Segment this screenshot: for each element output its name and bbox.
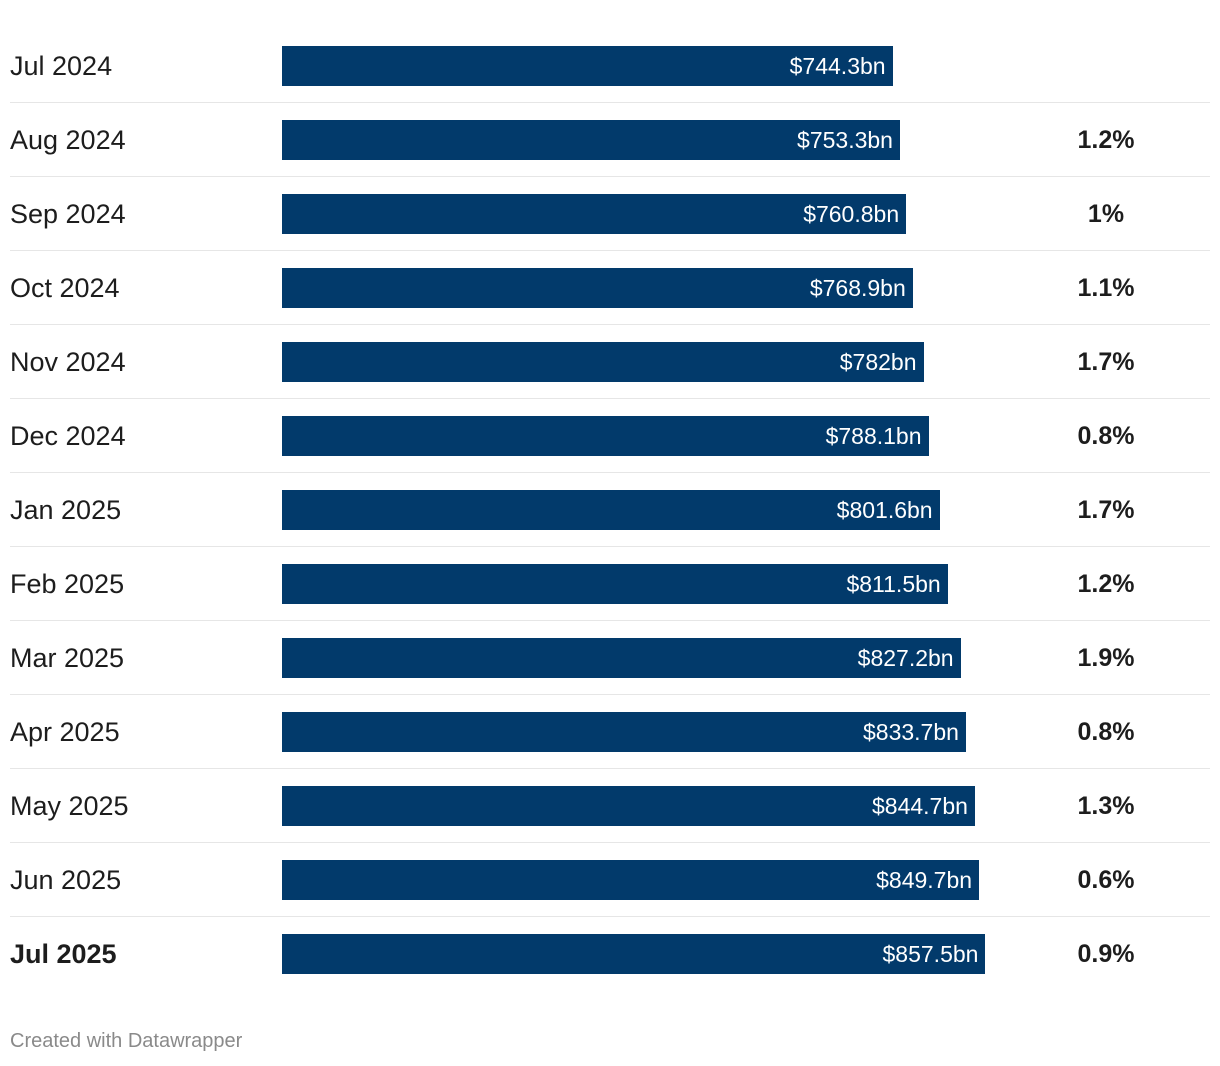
month-label: Jan 2025 [10,495,122,525]
bar-value-label: $833.7bn [862,719,959,745]
table-row: Mar 2025 $827.2bn 1.9% [10,621,1210,695]
table-row: Nov 2024 $782bn 1.7% [10,325,1210,399]
change-label: 1.7% [1077,496,1135,524]
month-label: Aug 2024 [10,125,126,155]
bar-value-label: $768.9bn [809,275,906,301]
table-row: Oct 2024 $768.9bn 1.1% [10,251,1210,325]
month-label: Feb 2025 [10,569,125,599]
bar-value-label: $744.3bn [789,53,886,79]
value-bar: $811.5bn [282,564,948,604]
change-label: 0.9% [1077,940,1135,968]
change-label: 1.7% [1077,348,1135,376]
datawrapper-credit: Created with Datawrapper [10,1030,243,1052]
month-label: Apr 2025 [10,717,120,747]
month-label: Nov 2024 [10,347,126,377]
bar-value-label: $801.6bn [836,497,933,523]
value-bar: $801.6bn [282,490,940,530]
value-bar: $844.7bn [282,786,975,826]
bar-value-label: $844.7bn [872,793,968,819]
value-bar: $782bn [282,342,924,382]
change-label: 1% [1087,200,1125,228]
bar-value-label: $857.5bn [882,941,979,967]
bar-value-label: $753.3bn [797,127,893,153]
change-label: 1.3% [1077,792,1135,820]
change-label: 1.2% [1077,570,1135,598]
bar-value-label: $782bn [839,349,917,375]
table-row: Jan 2025 $801.6bn 1.7% [10,473,1210,547]
month-label: Sep 2024 [10,199,126,229]
value-bar: $833.7bn [282,712,966,752]
table-row: Jul 2025 $857.5bn 0.9% [10,917,1210,991]
month-label: Mar 2025 [10,643,125,673]
table-row: May 2025 $844.7bn 1.3% [10,769,1210,843]
value-bar: $827.2bn [282,638,961,678]
value-bar: $768.9bn [282,268,913,308]
table-row: Aug 2024 $753.3bn 1.2% [10,103,1210,177]
month-label: Jul 2025 [10,939,117,969]
bar-table: Jul 2024 $744.3bn Aug 2024 $753.3bn 1.2% Sep … [10,29,1210,991]
month-label: May 2025 [10,791,129,821]
month-label: Dec 2024 [10,421,126,451]
change-label: 1.2% [1077,126,1135,154]
month-label: Jun 2025 [10,865,122,895]
change-label: 1.9% [1077,644,1135,672]
month-label: Oct 2024 [10,273,120,303]
change-label: 0.8% [1077,422,1135,450]
value-bar: $849.7bn [282,860,980,900]
table-row: Jul 2024 $744.3bn [10,29,1210,103]
value-bar: $744.3bn [282,46,893,86]
value-bar: $788.1bn [282,416,929,456]
change-label: 0.6% [1077,866,1135,894]
value-bar: $760.8bn [282,194,907,234]
table-row: Jun 2025 $849.7bn 0.6% [10,843,1210,917]
table-row: Apr 2025 $833.7bn 0.8% [10,695,1210,769]
month-label: Jul 2024 [10,51,113,81]
bar-value-label: $811.5bn [846,571,941,597]
table-row: Dec 2024 $788.1bn 0.8% [10,399,1210,473]
bar-value-label: $849.7bn [876,867,973,893]
value-bar: $857.5bn [282,934,986,974]
change-label [1050,29,1162,103]
table-row: Sep 2024 $760.8bn 1% [10,177,1210,251]
bar-value-label: $788.1bn [825,423,922,449]
change-label: 1.1% [1077,274,1135,302]
value-bar: $753.3bn [282,120,900,160]
bar-value-label: $827.2bn [857,645,954,671]
change-label: 0.8% [1077,718,1135,746]
table-row: Feb 2025 $811.5bn 1.2% [10,547,1210,621]
bar-value-label: $760.8bn [803,201,900,227]
